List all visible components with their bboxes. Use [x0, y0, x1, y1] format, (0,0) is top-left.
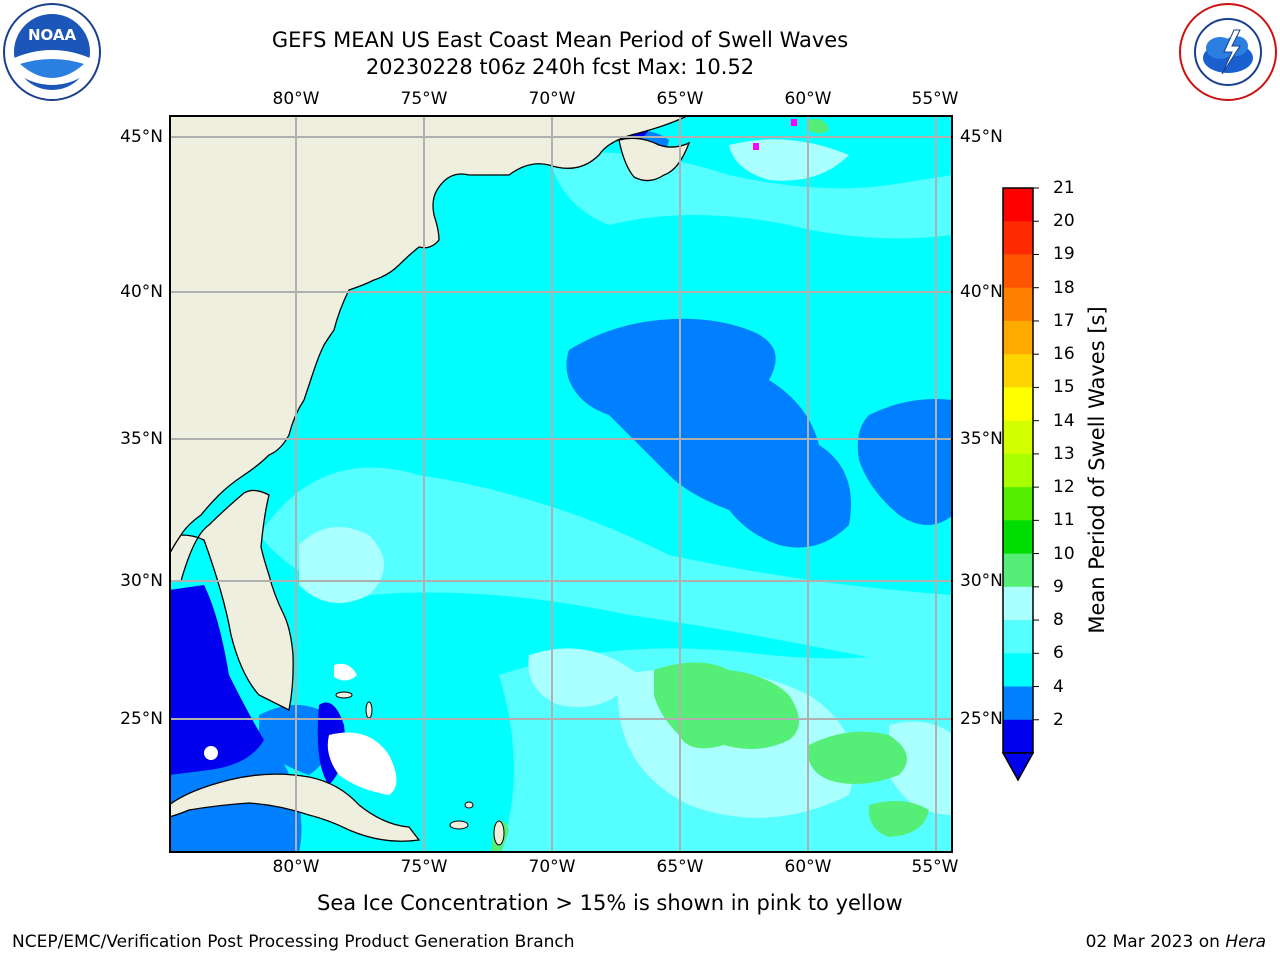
colorbar-tick-label: 12	[1053, 477, 1075, 498]
sea-ice-marks	[753, 119, 797, 150]
noaa-logo-text: NOAA	[28, 26, 77, 44]
no-data-patches	[204, 663, 397, 795]
swell-period-map	[169, 115, 953, 853]
colorbar-band	[1003, 719, 1033, 754]
colorbar-tick-label: 9	[1053, 576, 1064, 597]
swell-mid-blue-zones	[169, 131, 953, 853]
colorbar-tick-label: 18	[1053, 277, 1075, 298]
colorbar-band	[1003, 620, 1033, 654]
colorbar-tick-label: 11	[1053, 510, 1075, 531]
colorbar-band	[1003, 553, 1033, 588]
lat-label-left: 40°N	[120, 282, 163, 302]
colorbar-band	[1003, 420, 1033, 455]
colorbar-band	[1003, 487, 1033, 521]
lon-label-top: 75°W	[400, 89, 448, 109]
colorbar-tick-label: 20	[1053, 211, 1075, 232]
lon-label-top: 55°W	[911, 89, 959, 109]
colorbar	[1001, 187, 1039, 782]
caribbean-islands	[335, 691, 505, 846]
footer-branch: NCEP/EMC/Verification Post Processing Pr…	[12, 932, 575, 952]
colorbar-bands	[1002, 187, 1039, 754]
lat-label-right: 40°N	[960, 282, 1003, 302]
lon-label-bottom: 80°W	[272, 857, 320, 877]
lon-label-bottom: 55°W	[911, 857, 959, 877]
land-north-america	[169, 115, 690, 556]
colorbar-band	[1003, 188, 1033, 222]
colorbar-tick-label: 21	[1053, 178, 1075, 198]
colorbar-tick-label: 10	[1053, 543, 1075, 564]
lon-label-bottom: 75°W	[400, 857, 448, 877]
lon-label-top: 65°W	[656, 89, 704, 109]
map-title: GEFS MEAN US East Coast Mean Period of S…	[271, 28, 849, 52]
colorbar-tick-label: 6	[1053, 643, 1064, 664]
footer-date-text: 02 Mar 2023 on	[1085, 932, 1220, 952]
lat-label-right: 35°N	[960, 429, 1003, 449]
colorbar-tick-label: 19	[1053, 244, 1075, 265]
lon-label-bottom: 70°W	[528, 857, 576, 877]
colorbar-tick-label: 16	[1053, 344, 1075, 365]
colorbar-tick-label: 14	[1053, 410, 1075, 431]
colorbar-tick-label: 15	[1053, 377, 1075, 398]
noaa-logo: NOAA	[3, 3, 101, 101]
lat-label-right: 25°N	[960, 709, 1003, 729]
footer-date: 02 Mar 2023 on Hera	[1086, 932, 1266, 952]
lat-label-left: 25°N	[120, 709, 163, 729]
colorbar-title: Mean Period of Swell Waves [s]	[1085, 306, 1109, 634]
land-florida	[169, 489, 294, 711]
colorbar-tick-label: 2	[1053, 709, 1064, 730]
colorbar-tick-label: 17	[1053, 310, 1075, 331]
lat-label-right: 45°N	[960, 127, 1003, 147]
lon-label-top: 80°W	[272, 89, 320, 109]
lon-label-bottom: 65°W	[656, 857, 704, 877]
colorbar-band	[1003, 387, 1033, 422]
colorbar-band	[1003, 221, 1033, 255]
nws-logo	[1179, 3, 1277, 101]
colorbar-tick-label: 4	[1053, 676, 1064, 697]
colorbar-under-arrow	[1001, 752, 1035, 782]
lon-label-top: 60°W	[784, 89, 832, 109]
colorbar-band	[1003, 653, 1033, 688]
colorbar-tick-label: 8	[1053, 610, 1064, 631]
footer-host: Hera	[1225, 932, 1266, 952]
lon-label-bottom: 60°W	[784, 857, 832, 877]
land-nova-scotia	[618, 137, 691, 182]
lat-lon-grid	[169, 115, 953, 853]
colorbar-band	[1003, 354, 1033, 388]
map-subtitle: 20230228 t06z 240h fcst Max: 10.52	[365, 55, 755, 79]
colorbar-band	[1003, 520, 1033, 555]
lat-label-left: 45°N	[120, 127, 163, 147]
colorbar-band	[1003, 586, 1033, 621]
colorbar-band	[1003, 453, 1033, 488]
colorbar-tick-label: 13	[1053, 443, 1075, 464]
colorbar-band	[1003, 686, 1033, 721]
colorbar-band	[1003, 320, 1033, 355]
lat-label-right: 30°N	[960, 571, 1003, 591]
colorbar-band	[1003, 254, 1033, 289]
colorbar-band	[1003, 287, 1033, 322]
land-cuba	[169, 773, 421, 842]
lat-label-left: 35°N	[120, 429, 163, 449]
sea-ice-caption: Sea Ice Concentration > 15% is shown in …	[317, 891, 903, 915]
lon-label-top: 70°W	[528, 89, 576, 109]
lat-label-left: 30°N	[120, 571, 163, 591]
map-border	[169, 115, 953, 853]
